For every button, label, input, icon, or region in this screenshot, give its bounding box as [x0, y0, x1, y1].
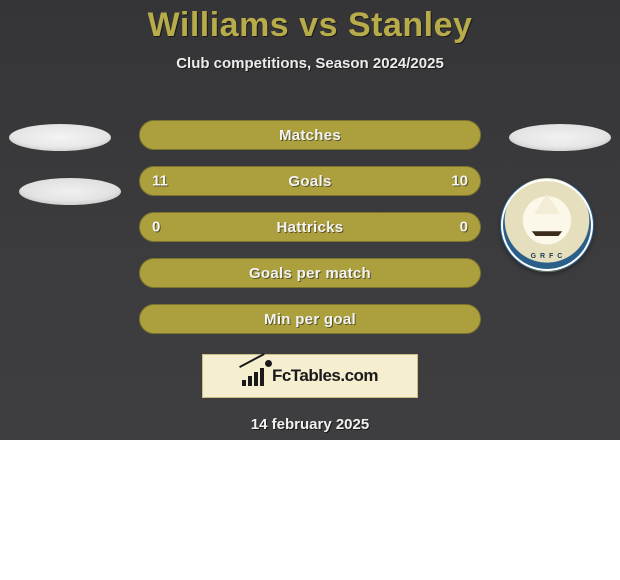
title-vs: vs: [299, 6, 338, 44]
stat-label: Min per goal: [264, 311, 356, 328]
brand-card[interactable]: FcTables.com: [202, 354, 418, 398]
stat-row-goals: 11 Goals 10: [139, 166, 481, 196]
title-player-left: Williams: [148, 6, 290, 44]
stat-value-left: 11: [152, 173, 168, 190]
stat-label: Goals per match: [249, 265, 371, 282]
subtitle: Club competitions, Season 2024/2025: [0, 55, 620, 72]
stat-row-min-per-goal: Min per goal: [139, 304, 481, 334]
stat-label: Hattricks: [277, 219, 344, 236]
brand-text: FcTables.com: [272, 366, 378, 386]
stat-row-matches: Matches: [139, 120, 481, 150]
silhouette-right-top: [509, 124, 611, 151]
silhouette-left-bottom: [19, 178, 121, 205]
stat-row-hattricks: 0 Hattricks 0: [139, 212, 481, 242]
stat-value-right: 0: [460, 219, 468, 236]
main-container: Williams vs Stanley Club competitions, S…: [0, 0, 620, 580]
stat-value-left: 0: [152, 219, 160, 236]
page-title: Williams vs Stanley: [0, 0, 620, 45]
badge-abbr: G R F C: [500, 253, 594, 260]
club-badge-right: G R F C: [500, 178, 594, 272]
date-text: 14 february 2025: [0, 416, 620, 433]
badge-ship-icon: [528, 212, 566, 236]
stat-value-right: 10: [451, 173, 468, 190]
title-player-right: Stanley: [348, 6, 472, 44]
silhouette-left-top: [9, 124, 111, 151]
brand-chart-icon: [242, 366, 266, 386]
stat-row-goals-per-match: Goals per match: [139, 258, 481, 288]
badge-sail-icon: [534, 194, 560, 214]
stat-label: Matches: [279, 127, 341, 144]
stat-label: Goals: [288, 173, 331, 190]
